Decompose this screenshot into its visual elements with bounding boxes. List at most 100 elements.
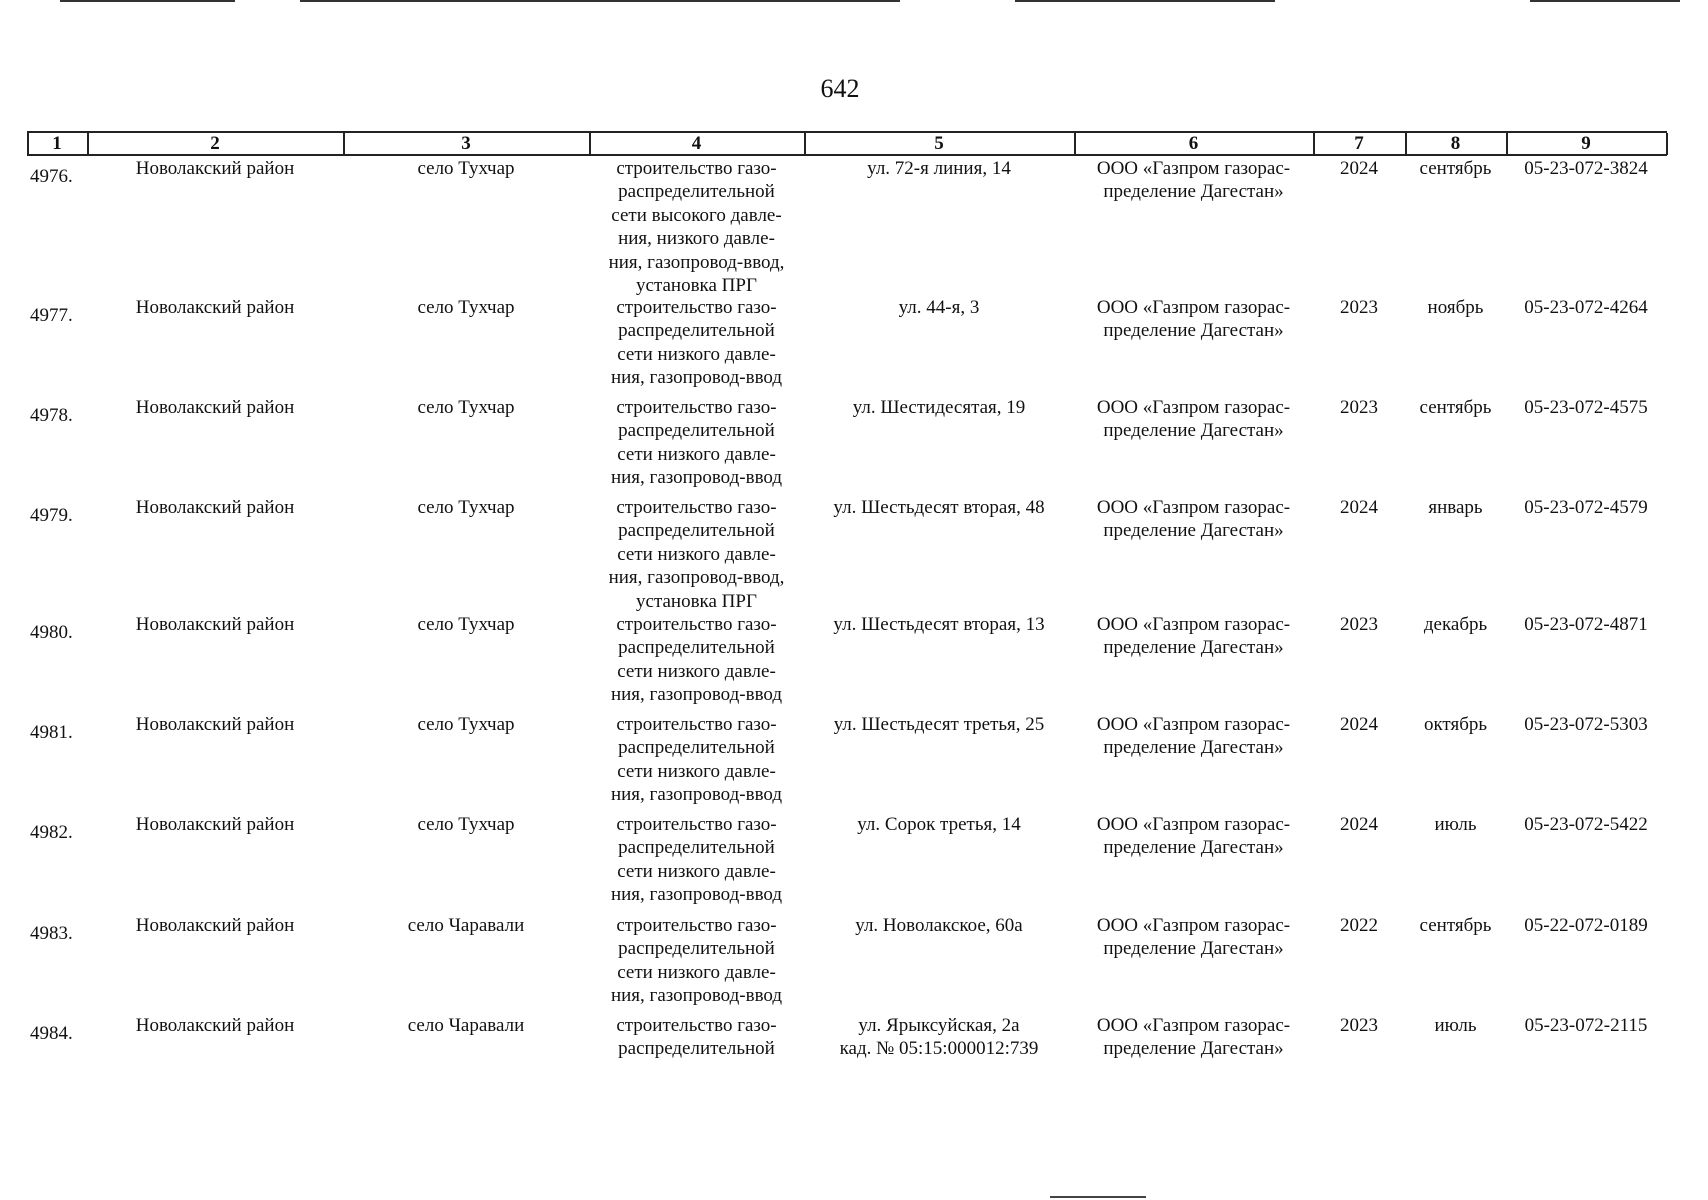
- work-description-line: распределительной: [618, 938, 775, 960]
- row-number: 4978.: [30, 405, 73, 426]
- work-description: строительство газо-распределительной сети…: [589, 713, 804, 807]
- work-description-line: сети низкого давле-: [617, 443, 776, 465]
- row-number: 4984.: [30, 1023, 73, 1044]
- work-description: строительство газо-распределительной сети…: [589, 914, 804, 1008]
- work-description: строительство газо-распределительной сети…: [589, 813, 804, 907]
- work-description-line: распределительной: [618, 837, 775, 859]
- work-description-line: строительство газо-: [616, 158, 777, 179]
- address-line: ул. 72-я линия, 14: [867, 158, 1011, 179]
- column-divider: [589, 133, 591, 155]
- address-line: кад. № 05:15:000012:739: [839, 1038, 1039, 1060]
- organization: ООО «Газпром газорас-пределение Дагестан…: [1074, 496, 1313, 543]
- column-header-5: 5: [934, 133, 944, 154]
- work-description-line: строительство газо-: [616, 1015, 777, 1036]
- work-description-line: распределительной: [618, 520, 775, 542]
- organization-line: ООО «Газпром газорас-: [1096, 1015, 1291, 1036]
- work-description-line: распределительной: [618, 420, 775, 442]
- organization-line: ООО «Газпром газорас-: [1096, 158, 1291, 179]
- page-number: 642: [820, 74, 860, 103]
- year: 2023: [1340, 397, 1378, 418]
- year: 2024: [1340, 497, 1378, 518]
- work-description-line: строительство газо-: [616, 497, 777, 518]
- organization-line: пределение Дагестан»: [1103, 938, 1284, 960]
- work-description-line: ния, газопровод-ввод,: [608, 251, 785, 273]
- month: январь: [1428, 497, 1483, 518]
- organization-line: ООО «Газпром газорас-: [1096, 397, 1291, 418]
- month: октябрь: [1423, 714, 1488, 735]
- settlement: село Тухчар: [417, 497, 515, 518]
- table-header-bottom-border: [27, 154, 1667, 156]
- scan-edge-line: [1530, 0, 1680, 2]
- address: ул. Ярыксуйская, 2а кад. № 05:15:000012:7…: [804, 1014, 1074, 1061]
- project-code: 05-23-072-4575: [1524, 397, 1648, 418]
- organization: ООО «Газпром газорас-пределение Дагестан…: [1074, 613, 1313, 660]
- month: сентябрь: [1419, 397, 1492, 418]
- organization-line: ООО «Газпром газорас-: [1096, 915, 1291, 936]
- organization-line: пределение Дагестан»: [1103, 181, 1284, 203]
- organization: ООО «Газпром газорас-пределение Дагестан…: [1074, 1014, 1313, 1061]
- row-number: 4983.: [30, 923, 73, 944]
- row-number: 4976.: [30, 166, 73, 187]
- column-divider: [804, 133, 806, 155]
- table-top-border: [27, 131, 1667, 133]
- address: ул. Шестьдесят вторая, 13: [804, 613, 1074, 636]
- column-divider: [343, 133, 345, 155]
- work-description-line: сети низкого давле-: [617, 760, 776, 782]
- address: ул. Сорок третья, 14: [804, 813, 1074, 836]
- work-description-line: строительство газо-: [616, 397, 777, 418]
- column-divider: [1506, 133, 1508, 155]
- project-code: 05-23-072-4579: [1524, 497, 1648, 518]
- work-description-line: строительство газо-: [616, 614, 777, 635]
- organization-line: ООО «Газпром газорас-: [1096, 714, 1291, 735]
- column-divider: [1074, 133, 1076, 155]
- project-code: 05-23-072-4264: [1524, 297, 1648, 318]
- year: 2023: [1340, 1015, 1378, 1036]
- organization-line: пределение Дагестан»: [1103, 737, 1284, 759]
- work-description-line: установка ПРГ: [636, 590, 757, 612]
- organization: ООО «Газпром газорас-пределение Дагестан…: [1074, 914, 1313, 961]
- month: сентябрь: [1419, 915, 1492, 936]
- district: Новолакский район: [135, 915, 295, 936]
- address: ул. Новолакское, 60а: [804, 914, 1074, 937]
- address-line: ул. 44-я, 3: [898, 297, 980, 318]
- row-number: 4982.: [30, 822, 73, 843]
- settlement: село Чаравали: [407, 1015, 525, 1036]
- work-description-line: распределительной: [618, 181, 775, 203]
- district: Новолакский район: [135, 814, 295, 835]
- row-number: 4980.: [30, 622, 73, 643]
- column-header-2: 2: [210, 133, 220, 154]
- row-number: 4979.: [30, 505, 73, 526]
- settlement: село Чаравали: [407, 915, 525, 936]
- footer-line: [1050, 1196, 1146, 1198]
- address: ул. Шестьдесят вторая, 48: [804, 496, 1074, 519]
- district: Новолакский район: [135, 614, 295, 635]
- work-description-line: ния, газопровод-ввод: [610, 467, 783, 489]
- organization: ООО «Газпром газорас-пределение Дагестан…: [1074, 296, 1313, 343]
- year: 2023: [1340, 614, 1378, 635]
- organization-line: пределение Дагестан»: [1103, 520, 1284, 542]
- column-header-6: 6: [1188, 133, 1199, 154]
- work-description-line: ния, низкого давле-: [618, 228, 775, 250]
- work-description-line: ния, газопровод-ввод: [610, 884, 783, 906]
- district: Новолакский район: [135, 714, 295, 735]
- organization-line: пределение Дагестан»: [1103, 837, 1284, 859]
- district: Новолакский район: [135, 497, 295, 518]
- scan-edge-line: [300, 0, 900, 2]
- work-description-line: установка ПРГ: [636, 275, 757, 297]
- work-description-line: сети низкого давле-: [617, 343, 776, 365]
- organization: ООО «Газпром газорас-пределение Дагестан…: [1074, 813, 1313, 860]
- column-divider: [1405, 133, 1407, 155]
- project-code: 05-23-072-4871: [1524, 614, 1648, 635]
- year: 2024: [1340, 714, 1378, 735]
- year: 2024: [1340, 814, 1378, 835]
- work-description-line: сети высокого давле-: [611, 204, 782, 226]
- project-code: 05-23-072-3824: [1524, 158, 1648, 179]
- work-description-line: ния, газопровод-ввод,: [608, 567, 785, 589]
- work-description-line: строительство газо-: [616, 714, 777, 735]
- district: Новолакский район: [135, 1015, 295, 1036]
- month: июль: [1434, 814, 1477, 835]
- address-line: ул. Ярыксуйская, 2а: [858, 1015, 1020, 1036]
- work-description-line: сети низкого давле-: [617, 860, 776, 882]
- column-header-7: 7: [1354, 133, 1364, 154]
- work-description: строительство газо-распределительной: [589, 1014, 804, 1061]
